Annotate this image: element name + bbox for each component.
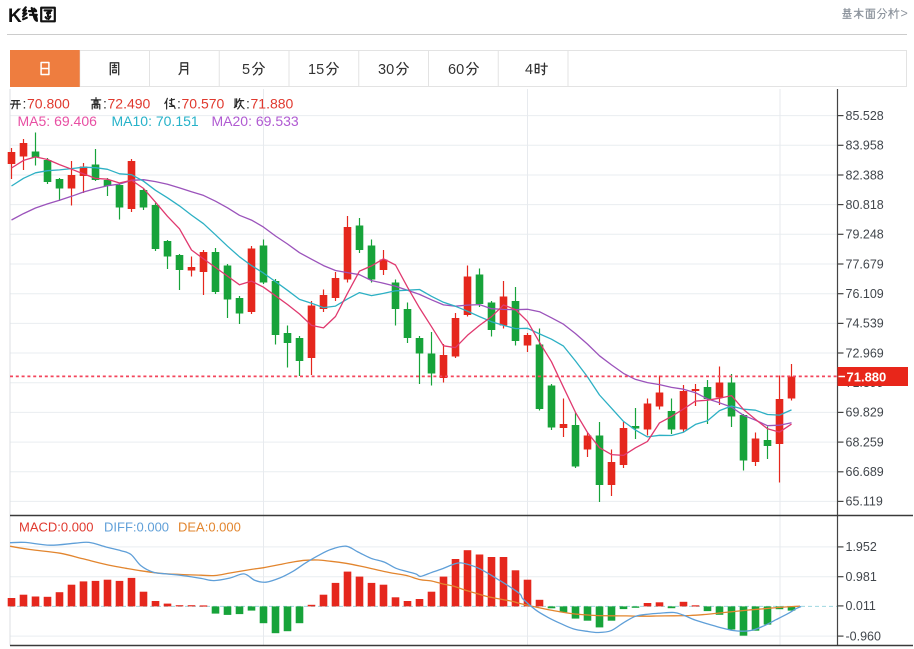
svg-text:70.570: 70.570 (182, 96, 225, 112)
svg-text:83.958: 83.958 (846, 139, 884, 153)
svg-text:70.800: 70.800 (27, 96, 70, 112)
svg-text::: : (103, 96, 107, 112)
svg-text:76.109: 76.109 (846, 287, 884, 301)
svg-text::: : (177, 96, 181, 112)
svg-text:DEA:0.000: DEA:0.000 (178, 520, 241, 535)
svg-text:66.689: 66.689 (846, 465, 884, 479)
svg-text::: : (246, 96, 250, 112)
svg-text:4: 4 (525, 62, 533, 78)
svg-text:72.490: 72.490 (108, 96, 151, 112)
svg-text:82.388: 82.388 (846, 168, 884, 182)
svg-text:77.679: 77.679 (846, 257, 884, 271)
svg-text:0.011: 0.011 (846, 599, 876, 613)
svg-text:1.952: 1.952 (846, 540, 877, 554)
svg-text:30: 30 (378, 62, 394, 78)
svg-text:MACD:0.000: MACD:0.000 (19, 520, 93, 535)
svg-text:60: 60 (448, 62, 464, 78)
svg-text:80.818: 80.818 (846, 198, 884, 212)
svg-text:68.259: 68.259 (846, 435, 884, 449)
svg-text:79.248: 79.248 (846, 228, 884, 242)
svg-text:71.880: 71.880 (251, 96, 294, 112)
svg-text:>: > (901, 7, 908, 21)
svg-text:74.539: 74.539 (846, 317, 884, 331)
svg-text:15: 15 (308, 62, 324, 78)
svg-text:-0.960: -0.960 (846, 629, 881, 643)
svg-text:69.829: 69.829 (846, 406, 884, 420)
svg-text:MA5: 69.406: MA5: 69.406 (18, 113, 98, 129)
svg-text:71.880: 71.880 (847, 370, 887, 385)
svg-text:72.969: 72.969 (846, 346, 884, 360)
svg-text::: : (23, 96, 27, 112)
svg-text:DIFF:0.000: DIFF:0.000 (104, 520, 169, 535)
svg-text:85.528: 85.528 (846, 109, 884, 123)
svg-text:K: K (8, 6, 22, 27)
svg-text:MA20: 69.533: MA20: 69.533 (212, 113, 299, 129)
svg-text:0.981: 0.981 (846, 570, 877, 584)
svg-text:MA10: 70.151: MA10: 70.151 (112, 113, 199, 129)
svg-text:5: 5 (242, 62, 250, 78)
svg-text:65.119: 65.119 (846, 495, 883, 509)
